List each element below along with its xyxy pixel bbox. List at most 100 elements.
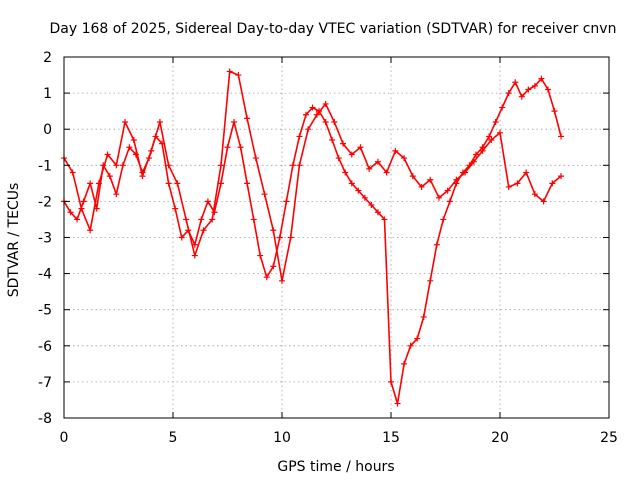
point-track-a-7: [106, 173, 113, 180]
y-tick-label-3: -1: [38, 158, 52, 174]
y-tick-label-1: 1: [43, 86, 52, 102]
x-axis-label: GPS time / hours: [277, 459, 394, 475]
y-axis-label: SDTVAR / TECUs: [6, 183, 22, 298]
point-track-b-32: [340, 140, 347, 147]
point-track-b-24: [270, 227, 277, 234]
point-track-a-76: [558, 133, 565, 140]
point-track-b-51: [505, 183, 512, 190]
point-track-b-19: [226, 68, 233, 75]
series-track-b: [61, 68, 565, 284]
point-track-b-52: [514, 180, 521, 187]
point-track-a-40: [322, 118, 329, 125]
point-track-a-27: [237, 144, 244, 151]
series-line-track-a: [63, 77, 562, 405]
point-track-b-50: [497, 129, 503, 136]
point-track-b-42: [427, 176, 434, 183]
point-track-b-44: [444, 187, 451, 194]
point-track-b-31: [331, 118, 338, 125]
point-track-a-69: [512, 79, 519, 86]
point-track-b-18: [217, 162, 224, 169]
point-track-a-2: [74, 216, 81, 223]
x-tick-label-2: 10: [273, 430, 291, 446]
point-track-a-55: [420, 313, 427, 320]
point-track-b-57: [558, 173, 565, 180]
point-track-a-47: [368, 202, 375, 209]
point-track-a-35: [289, 162, 296, 169]
point-track-a-33: [276, 234, 283, 241]
point-track-a-75: [551, 108, 558, 115]
point-track-b-14: [183, 216, 190, 223]
point-track-a-37: [302, 111, 309, 118]
point-track-b-33: [348, 151, 355, 158]
point-track-b-11: [156, 118, 163, 125]
y-tick-label-10: -8: [38, 411, 52, 427]
point-track-b-35: [366, 165, 373, 172]
point-track-a-36: [296, 133, 303, 140]
point-track-a-24: [217, 180, 224, 187]
y-tick-label-5: -3: [38, 231, 52, 247]
series-layer: [61, 68, 565, 407]
x-tick-label-4: 20: [491, 430, 509, 446]
point-track-a-50: [388, 378, 394, 385]
series-line-track-b: [63, 70, 562, 282]
point-track-a-38: [309, 104, 316, 111]
point-track-b-5: [104, 151, 111, 158]
point-track-b-36: [374, 158, 381, 165]
point-track-b-40: [409, 173, 416, 180]
point-track-a-25: [224, 144, 231, 151]
x-tick-label-0: 0: [60, 430, 69, 446]
point-track-a-26: [231, 118, 238, 125]
point-track-b-54: [531, 191, 538, 198]
y-tick-label-0: 2: [43, 50, 52, 66]
point-track-b-12: [165, 162, 172, 169]
point-track-a-4: [87, 180, 94, 187]
point-track-a-52: [401, 360, 408, 367]
point-track-a-51: [394, 400, 401, 407]
point-track-a-74: [544, 86, 551, 93]
point-track-a-22: [204, 198, 211, 205]
point-track-a-41: [329, 137, 336, 144]
point-track-a-54: [414, 335, 421, 342]
point-track-a-68: [505, 90, 512, 97]
point-track-a-42: [335, 155, 342, 162]
point-track-a-9: [119, 162, 126, 169]
point-track-b-46: [462, 169, 469, 176]
point-track-b-17: [209, 216, 216, 223]
point-track-a-44: [348, 180, 355, 187]
point-track-a-65: [486, 133, 493, 140]
series-track-a: [61, 75, 565, 407]
point-track-b-45: [453, 176, 460, 183]
point-track-a-73: [538, 75, 545, 82]
point-track-a-45: [355, 187, 362, 194]
point-track-a-3: [80, 198, 87, 205]
point-track-b-53: [523, 169, 530, 176]
point-track-b-7: [122, 118, 129, 125]
point-track-b-9: [139, 173, 146, 180]
x-tick-label-1: 5: [169, 430, 178, 446]
point-track-a-67: [499, 104, 506, 111]
point-track-b-15: [191, 252, 198, 259]
point-track-b-2: [78, 205, 85, 212]
point-track-b-43: [435, 194, 442, 201]
point-track-b-8: [130, 137, 137, 144]
y-tick-label-9: -7: [38, 375, 52, 391]
point-track-a-56: [427, 277, 434, 284]
point-track-b-34: [357, 144, 364, 151]
point-track-b-37: [383, 169, 390, 176]
point-track-a-63: [473, 151, 480, 158]
point-track-b-56: [549, 180, 556, 187]
point-track-b-23: [261, 191, 268, 198]
point-track-a-32: [270, 263, 277, 270]
point-track-a-31: [263, 274, 270, 281]
point-track-a-29: [250, 216, 257, 223]
point-track-b-28: [305, 126, 312, 133]
point-track-b-6: [113, 162, 120, 169]
point-track-a-18: [178, 234, 185, 241]
point-track-a-28: [244, 180, 251, 187]
point-track-a-30: [257, 252, 264, 259]
point-track-b-4: [95, 180, 102, 187]
point-track-b-49: [488, 137, 495, 144]
